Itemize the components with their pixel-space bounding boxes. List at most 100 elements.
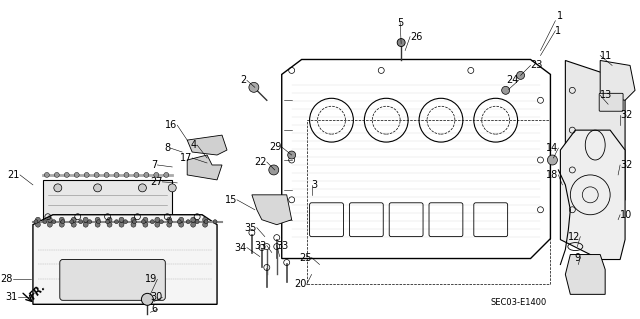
Circle shape: [54, 184, 62, 192]
Circle shape: [269, 165, 279, 175]
Circle shape: [35, 217, 40, 222]
Circle shape: [114, 173, 119, 177]
Circle shape: [74, 173, 79, 177]
Circle shape: [288, 151, 296, 159]
Text: 20: 20: [294, 279, 307, 289]
Text: 15: 15: [225, 195, 237, 205]
Text: FR.: FR.: [28, 282, 48, 301]
Circle shape: [167, 217, 172, 222]
Circle shape: [155, 222, 160, 227]
Circle shape: [106, 220, 109, 224]
Text: 18: 18: [546, 170, 558, 180]
Circle shape: [93, 184, 102, 192]
Circle shape: [60, 222, 64, 227]
Text: 33: 33: [276, 241, 289, 251]
Polygon shape: [187, 155, 222, 180]
Text: 5: 5: [397, 18, 403, 28]
Circle shape: [84, 173, 89, 177]
Circle shape: [516, 71, 525, 79]
Text: 4: 4: [191, 140, 197, 150]
Circle shape: [131, 222, 136, 227]
Polygon shape: [187, 135, 227, 155]
Circle shape: [107, 217, 112, 222]
Text: 35: 35: [244, 223, 257, 233]
Text: 7: 7: [151, 160, 157, 170]
Polygon shape: [600, 61, 635, 100]
Circle shape: [70, 220, 74, 224]
Bar: [307, 120, 550, 285]
Text: 10: 10: [620, 210, 632, 220]
Circle shape: [35, 222, 40, 227]
Circle shape: [79, 220, 83, 224]
Circle shape: [95, 222, 100, 227]
Circle shape: [204, 220, 208, 224]
Circle shape: [143, 217, 148, 222]
Circle shape: [64, 173, 69, 177]
Circle shape: [132, 220, 136, 224]
Circle shape: [164, 173, 169, 177]
Circle shape: [213, 220, 217, 224]
Circle shape: [195, 220, 199, 224]
Circle shape: [97, 220, 100, 224]
Polygon shape: [33, 215, 217, 304]
Text: 17: 17: [180, 153, 192, 163]
Text: 19: 19: [145, 274, 157, 285]
Circle shape: [83, 217, 88, 222]
Polygon shape: [565, 61, 625, 230]
Polygon shape: [561, 130, 625, 260]
Circle shape: [150, 220, 154, 224]
Circle shape: [61, 220, 65, 224]
Circle shape: [47, 222, 52, 227]
Circle shape: [94, 173, 99, 177]
Circle shape: [203, 222, 207, 227]
Circle shape: [186, 220, 190, 224]
Text: 1: 1: [557, 11, 564, 21]
Circle shape: [159, 220, 163, 224]
Circle shape: [154, 173, 159, 177]
Text: 9: 9: [574, 253, 580, 263]
Text: 6: 6: [151, 304, 157, 314]
Text: 11: 11: [600, 50, 612, 61]
Circle shape: [191, 222, 196, 227]
FancyBboxPatch shape: [599, 93, 623, 111]
FancyBboxPatch shape: [60, 260, 165, 300]
Circle shape: [124, 173, 129, 177]
Text: 13: 13: [600, 90, 612, 100]
Text: 21: 21: [8, 170, 20, 180]
Circle shape: [47, 217, 52, 222]
Text: 31: 31: [6, 292, 18, 302]
Circle shape: [83, 222, 88, 227]
Text: 34: 34: [235, 242, 247, 253]
Circle shape: [107, 222, 112, 227]
Text: 23: 23: [531, 61, 543, 70]
Circle shape: [155, 217, 160, 222]
Circle shape: [95, 217, 100, 222]
Text: 29: 29: [269, 142, 282, 152]
Text: 32: 32: [620, 160, 632, 170]
Circle shape: [124, 220, 127, 224]
Circle shape: [52, 220, 56, 224]
Text: 27: 27: [150, 177, 163, 187]
Text: SEC03-E1400: SEC03-E1400: [491, 298, 547, 307]
Circle shape: [44, 173, 49, 177]
Polygon shape: [252, 195, 292, 225]
Circle shape: [115, 220, 118, 224]
Text: 24: 24: [506, 75, 518, 85]
Circle shape: [502, 86, 509, 94]
Circle shape: [143, 222, 148, 227]
Circle shape: [119, 217, 124, 222]
Circle shape: [71, 222, 76, 227]
Text: 32: 32: [620, 110, 632, 120]
Circle shape: [249, 82, 259, 92]
Circle shape: [547, 155, 557, 165]
Circle shape: [191, 217, 196, 222]
Text: 25: 25: [299, 253, 312, 263]
Polygon shape: [43, 180, 172, 235]
Circle shape: [119, 222, 124, 227]
Text: 22: 22: [254, 157, 267, 167]
Text: 3: 3: [312, 180, 317, 190]
Text: 1: 1: [556, 26, 561, 36]
Text: 12: 12: [568, 232, 580, 241]
Circle shape: [54, 173, 60, 177]
Text: 26: 26: [410, 32, 422, 41]
